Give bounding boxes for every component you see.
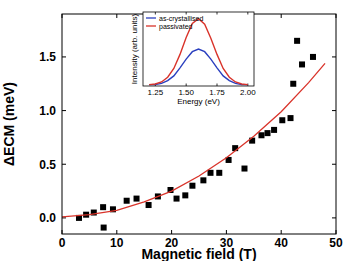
x-tick-label: 1.75 bbox=[209, 88, 225, 97]
y-tick bbox=[332, 110, 336, 111]
y-tick-label: 1.0 bbox=[39, 104, 56, 118]
chart: 010203040500.00.51.01.5Magnetic field (T… bbox=[0, 0, 350, 261]
x-tick-label: 1.25 bbox=[148, 88, 164, 97]
point bbox=[124, 198, 130, 204]
point bbox=[216, 170, 222, 176]
point bbox=[294, 38, 300, 44]
point bbox=[279, 117, 285, 123]
point bbox=[208, 170, 214, 176]
x-tick-label: 50 bbox=[329, 236, 343, 250]
x-tick-label: 10 bbox=[110, 236, 124, 250]
point bbox=[100, 204, 106, 210]
y-tick-label: 1.5 bbox=[39, 50, 56, 64]
x-axis-title: Energy (eV) bbox=[177, 97, 220, 106]
point bbox=[146, 202, 152, 208]
x-tick bbox=[281, 14, 282, 18]
y-tick-label: 0.5 bbox=[39, 158, 56, 172]
x-tick bbox=[116, 14, 117, 18]
x-tick bbox=[171, 230, 172, 234]
point bbox=[241, 166, 247, 172]
x-tick-label: 1.50 bbox=[178, 88, 194, 97]
y-tick bbox=[332, 164, 336, 165]
line bbox=[149, 19, 248, 85]
x-tick bbox=[281, 230, 282, 234]
x-tick-label: 40 bbox=[275, 236, 289, 250]
point bbox=[265, 130, 271, 136]
x-axis-title: Magnetic field (T) bbox=[141, 246, 256, 261]
point bbox=[134, 196, 140, 202]
point bbox=[182, 192, 188, 198]
frame bbox=[143, 12, 254, 86]
y-tick bbox=[62, 110, 66, 111]
point bbox=[200, 177, 206, 183]
y-axis-title: ΔECM (meV) bbox=[1, 82, 17, 166]
point bbox=[101, 225, 107, 231]
point bbox=[290, 81, 296, 87]
point bbox=[271, 127, 277, 133]
y-tick bbox=[62, 164, 66, 165]
legend-swatch bbox=[146, 17, 156, 18]
legend-label: passivated bbox=[159, 23, 193, 31]
y-tick bbox=[62, 56, 66, 57]
point bbox=[310, 54, 316, 60]
x-tick-label: 2.00 bbox=[240, 88, 256, 97]
y-tick bbox=[332, 56, 336, 57]
y-tick bbox=[332, 217, 336, 218]
point bbox=[189, 183, 195, 189]
y-tick-label: 0.0 bbox=[39, 211, 56, 225]
point bbox=[258, 132, 264, 138]
point bbox=[288, 115, 294, 121]
point bbox=[174, 196, 180, 202]
legend-swatch bbox=[146, 25, 156, 26]
y-tick bbox=[62, 217, 66, 218]
x-tick-label: 0 bbox=[59, 236, 66, 250]
plot-bg bbox=[143, 12, 254, 86]
legend-label: as-crystallised bbox=[159, 15, 203, 23]
x-tick bbox=[226, 230, 227, 234]
y-axis-title: Intensity (arb. units) bbox=[130, 14, 139, 85]
x-tick bbox=[116, 230, 117, 234]
plot-marks bbox=[149, 19, 248, 85]
point bbox=[299, 61, 305, 67]
